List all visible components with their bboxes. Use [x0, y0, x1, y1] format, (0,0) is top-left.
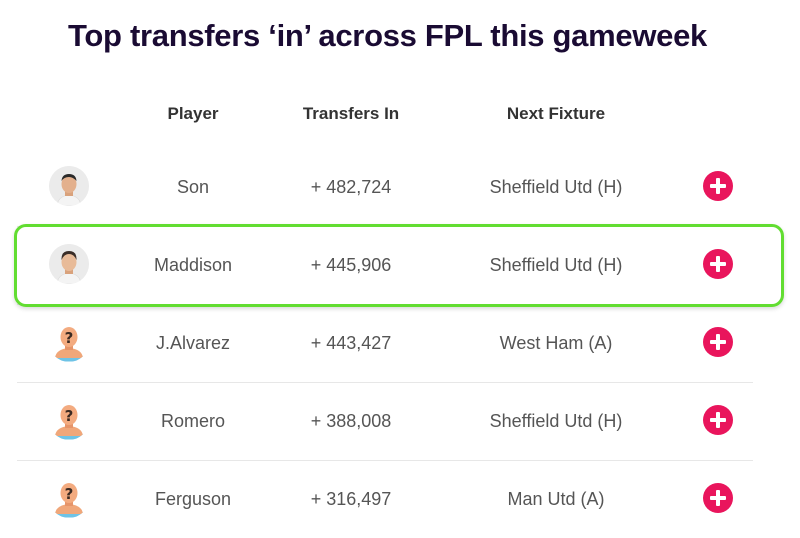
player-name: Romero [160, 411, 226, 431]
next-fixture: Sheffield Utd (H) [489, 177, 623, 197]
table-row: ? Romero + 388,008 Sheffield Utd (H) [17, 382, 753, 461]
svg-text:?: ? [65, 485, 74, 503]
transfers-in-value: + 388,008 [310, 411, 392, 431]
player-name: Ferguson [154, 489, 232, 509]
next-fixture: Man Utd (A) [507, 489, 605, 509]
add-player-button[interactable] [703, 327, 733, 357]
column-header-transfers-in: Transfers In [302, 104, 400, 123]
player-name: Maddison [153, 255, 233, 275]
table-row: ? J.Alvarez + 443,427 West Ham (A) [17, 304, 753, 383]
next-fixture: Sheffield Utd (H) [489, 411, 623, 431]
add-player-button[interactable] [703, 405, 733, 435]
transfers-in-value: + 316,497 [310, 489, 392, 509]
column-header-next-fixture: Next Fixture [506, 104, 606, 123]
player-name: Son [176, 177, 210, 197]
add-player-button[interactable] [703, 171, 733, 201]
table-header: Player Transfers In Next Fixture [0, 104, 800, 132]
svg-text:?: ? [65, 329, 74, 347]
table-row: ? Ferguson + 316,497 Man Utd (A) [17, 460, 753, 538]
question-mark-bust-icon: ? [49, 400, 89, 440]
next-fixture: Sheffield Utd (H) [489, 255, 623, 275]
transfers-in-value: + 482,724 [310, 177, 392, 197]
next-fixture: West Ham (A) [499, 333, 613, 353]
question-mark-bust-icon: ? [49, 322, 89, 362]
question-mark-bust-icon: ? [49, 478, 89, 518]
page-title: Top transfers ‘in’ across FPL this gamew… [68, 18, 707, 53]
add-player-button[interactable] [703, 483, 733, 513]
table-row: Maddison + 445,906 Sheffield Utd (H) [17, 226, 753, 305]
column-header-player: Player [167, 104, 219, 123]
player-name: J.Alvarez [155, 333, 231, 353]
player-avatar [49, 166, 89, 206]
transfers-in-value: + 443,427 [310, 333, 392, 353]
svg-text:?: ? [65, 407, 74, 425]
transfers-in-value: + 445,906 [310, 255, 392, 275]
player-avatar [49, 244, 89, 284]
add-player-button[interactable] [703, 249, 733, 279]
table-row: Son + 482,724 Sheffield Utd (H) [17, 148, 753, 227]
